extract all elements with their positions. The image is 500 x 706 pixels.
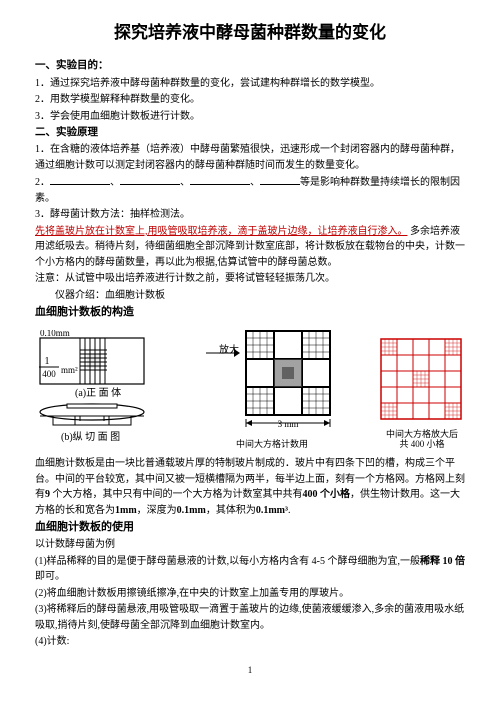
figure-row: 0.10mm 1 400 mm² (a)正 面 体 (b)纵 切 面 图 xyxy=(35,327,465,450)
dim-010mm: 0.10mm xyxy=(40,330,70,338)
sec1-i1: 1．通过探究培养液中酵母菌种群数量的变化，尝试建构种群增长的数学模型。 xyxy=(35,76,465,92)
h-structure: 血细胞计数板的构造 xyxy=(35,304,465,321)
use1c: 即可。 xyxy=(35,571,65,582)
p3-red: 先将盖玻片放在计数室上,用吸管吸取培养液，滴于盖玻片边缘，让培养液自行渗入。 xyxy=(35,226,408,237)
desc-para: 血细胞计数板是由一块比普通载玻片厚的特制玻片制成的．玻片中有四条下凹的槽，构成三… xyxy=(35,456,465,518)
sec1-head: 一、实验目的： xyxy=(35,58,465,74)
sec2-p2: 2．、、、等是影响种群数量持续增长的限制因素。 xyxy=(35,174,465,206)
use0: 以计数酵母菌为例 xyxy=(35,537,465,553)
p2d: 、 xyxy=(250,177,260,188)
fig-middle: 放大 xyxy=(206,327,338,450)
desc-b3: 1mm xyxy=(115,505,137,516)
blank-1[interactable] xyxy=(50,174,110,185)
p2a: 2． xyxy=(35,177,50,188)
use1a: (1)样品稀释的目的是便于酵母菌悬液的计数,以每小方格内含有 4-5 个酵母细胞… xyxy=(35,556,420,567)
fig-left: 0.10mm 1 400 mm² (a)正 面 体 (b)纵 切 面 图 xyxy=(35,330,165,451)
svg-text:3 mm: 3 mm xyxy=(278,419,299,429)
use3: (3)将稀释后的酵母菌悬液,用吸管吸取一滴置于盖玻片的边缘,使菌液缓缓渗入,多余… xyxy=(35,602,465,633)
desc-4: ，深度为 xyxy=(137,505,177,516)
desc-2: 个大方格，其中只有中间的一个大方格为计数室其中共有 xyxy=(50,489,303,500)
fig-mid-caption: 中间大方格计数用 xyxy=(206,439,338,450)
sec1-i2: 2．用数学模型解释种群数量的变化。 xyxy=(35,92,465,108)
use1: (1)样品稀释的目的是便于酵母菌悬液的计数,以每小方格内含有 4-5 个酵母细胞… xyxy=(35,554,465,585)
sec1-i3: 3．学会使用血细胞计数板进行计数。 xyxy=(35,109,465,125)
svg-text:mm²: mm² xyxy=(61,365,78,375)
use1b: 稀释 10 倍 xyxy=(420,556,465,567)
fig-right-cap1: 中间大方格放大后 xyxy=(379,429,465,440)
blank-3[interactable] xyxy=(190,174,250,185)
desc-b2: 400 个小格 xyxy=(303,489,351,500)
grid-3x3-diagram: 3 mm xyxy=(242,327,338,439)
h-use: 血细胞计数板的使用 xyxy=(35,519,465,536)
desc-b4: 0.1mm xyxy=(177,505,206,516)
sec2-head: 二、实验原理 xyxy=(35,125,465,141)
use4: (4)计数: xyxy=(35,634,465,650)
desc-5: ，其体积为 xyxy=(206,505,256,516)
p2b: 、 xyxy=(110,177,120,188)
sec2-p3: 3．酵母菌计数方法：抽样检测法。 xyxy=(35,207,465,223)
blank-4[interactable] xyxy=(260,174,300,185)
sec2-p1: 1．在含糖的液体培养基（培养液）中酵母菌繁殖很快，迅速形成一个封闭容器内的酵母菌… xyxy=(35,142,465,173)
p2c: 、 xyxy=(180,177,190,188)
fig-right: 中间大方格放大后 共 400 小格 xyxy=(379,337,465,450)
instrument-label: 仪器介绍：血细胞计数板 xyxy=(35,288,465,304)
blank-2[interactable] xyxy=(120,174,180,185)
svg-text:1: 1 xyxy=(45,356,50,367)
desc-6: . xyxy=(288,505,291,516)
desc-b5: 0.1mm³ xyxy=(256,505,288,516)
page-title: 探究培养液中酵母菌种群数量的变化 xyxy=(35,20,465,46)
hemocytometer-diagram: 0.10mm 1 400 mm² (a)正 面 体 (b)纵 切 面 图 xyxy=(35,330,165,445)
grid-5x5-diagram xyxy=(379,337,465,423)
sec2-p3-body: 先将盖玻片放在计数室上,用吸管吸取培养液，滴于盖玻片边缘，让培养液自行渗入。 多… xyxy=(35,224,465,271)
cap-a: (a)正 面 体 xyxy=(75,387,121,399)
cap-b: (b)纵 切 面 图 xyxy=(61,431,120,443)
page-number: 1 xyxy=(35,664,465,678)
use2: (2)将血细胞计数板用擦镜纸擦净,在中央的计数室上加盖专用的厚玻片。 xyxy=(35,586,465,602)
svg-text:400: 400 xyxy=(42,369,56,379)
magnify-label: 放大 xyxy=(212,343,246,359)
fig-right-cap2: 共 400 小格 xyxy=(379,439,465,450)
note: 注意：从试管中吸出培养液进行计数之前，要将试管轻轻振荡几次。 xyxy=(35,271,465,287)
